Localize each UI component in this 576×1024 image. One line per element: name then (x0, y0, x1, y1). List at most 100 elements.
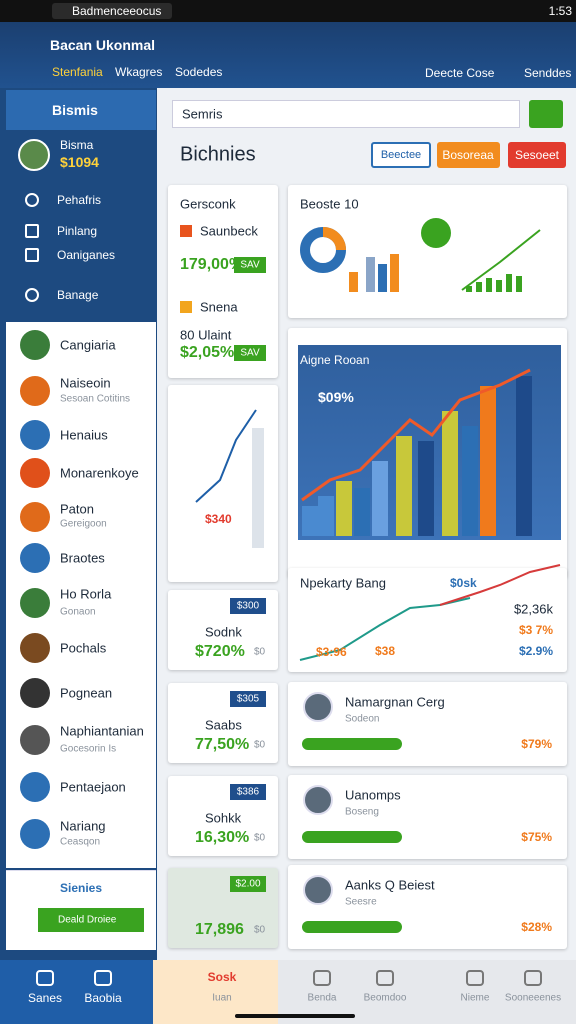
kpi-value: 16,30% (195, 829, 250, 846)
menu-item[interactable]: Pehafris (57, 193, 102, 207)
nav-link[interactable]: Stenfania (52, 65, 103, 79)
button[interactable] (437, 142, 500, 168)
list-icon (20, 772, 50, 802)
button[interactable] (508, 142, 566, 168)
stat-value: $2,05% (180, 344, 235, 361)
stat-value: 179,00% (180, 256, 244, 273)
button-label[interactable]: Sesoeet (514, 148, 560, 162)
progress-bar (302, 831, 402, 843)
list-subtitle: Ceasqon (60, 836, 101, 848)
list-item[interactable]: Henaius (60, 427, 108, 443)
list-icon (20, 678, 50, 708)
bar (302, 506, 318, 536)
menu-item[interactable]: Pinlang (57, 224, 98, 238)
card-title: Aigne Rooan (300, 353, 370, 367)
bottom-nav-item[interactable]: Nieme (460, 992, 490, 1004)
list-subtitle: Gonaon (60, 606, 96, 618)
bottom-nav-highlight (153, 960, 278, 1024)
kpi-label: Saabs (205, 717, 242, 733)
header-action[interactable]: Deecte Cose (425, 66, 495, 80)
list-subtitle: Sesoan Cotitins (60, 393, 131, 405)
card (288, 865, 567, 949)
list-subtitle: Gereigoon (60, 518, 107, 530)
badge-label: $305 (236, 693, 260, 705)
list-item[interactable]: Monarenkoye (60, 465, 139, 481)
footer-button[interactable] (38, 908, 144, 932)
trend-line (439, 564, 561, 606)
search-box[interactable] (172, 100, 520, 128)
person-value: $75% (521, 830, 552, 844)
bottom-nav-item[interactable]: Baobia (84, 991, 122, 1005)
card (288, 682, 567, 766)
user-name: Bisma (60, 138, 94, 152)
menu-item[interactable]: Oaniganes (57, 248, 116, 262)
list-icon (20, 458, 50, 488)
bottom-nav-item[interactable]: Benda (307, 992, 337, 1004)
list-item[interactable]: Paton (60, 501, 94, 517)
bar (466, 286, 472, 292)
badge (234, 345, 266, 361)
list-icon (20, 725, 50, 755)
person-role: Seesre (345, 896, 377, 908)
metric-value: $2.9% (518, 644, 553, 658)
bar (486, 278, 492, 292)
button-label[interactable]: Beectee (380, 149, 422, 161)
browser-tab (52, 3, 172, 19)
bar (354, 488, 370, 536)
person-value: $28% (521, 920, 552, 934)
home-indicator (235, 1014, 355, 1018)
donut-segment (322, 227, 346, 251)
list-item[interactable]: Cangiaria (60, 337, 116, 353)
stat-label: Saunbeck (200, 223, 258, 239)
list-item[interactable]: Nariang (60, 818, 106, 834)
bottom-nav-item[interactable]: Beomdoo (363, 992, 407, 1004)
bottom-nav-item[interactable]: Sooneeenes (504, 992, 562, 1004)
chart-label: $38 (375, 644, 396, 658)
button-label[interactable]: Bosoreaa (442, 148, 494, 162)
bar (516, 276, 522, 292)
bar (476, 282, 482, 292)
list-icon (20, 543, 50, 573)
bar (252, 428, 264, 548)
bar (516, 376, 532, 536)
footer-button-label[interactable]: Deald Droiee (58, 914, 117, 926)
header (0, 22, 576, 88)
list-item[interactable]: Pognean (60, 685, 113, 701)
list-item[interactable]: Naphiantanian (60, 723, 144, 739)
card-title: Npekarty Bang (300, 575, 386, 591)
list-item[interactable]: Pentaejaon (60, 779, 126, 795)
list-item[interactable]: Naiseoin (60, 375, 111, 391)
kpi-unit: $0 (254, 832, 266, 844)
stat-label: Snena (200, 299, 238, 315)
search-placeholder[interactable]: Semris (182, 106, 223, 122)
person-name: Namargnan Cerg (345, 694, 445, 710)
bar (318, 496, 334, 536)
bottom-nav-active (0, 960, 153, 1024)
bottom-nav-item[interactable]: Sanes (27, 991, 63, 1005)
bar (506, 274, 512, 292)
list-item[interactable]: Braotes (60, 550, 105, 566)
chart-value: $340 (205, 512, 232, 526)
list-item[interactable]: Ho Rorla (60, 586, 112, 602)
badge (230, 876, 266, 892)
button[interactable] (371, 142, 431, 168)
list-icon (20, 501, 50, 532)
badge-circle (421, 218, 451, 248)
menu-item[interactable]: Banage (57, 288, 99, 302)
person-role: Boseng (345, 806, 379, 818)
list-item[interactable]: Pochals (60, 640, 107, 656)
nav-link[interactable]: Sodedes (175, 65, 223, 79)
nav-icon (36, 970, 54, 986)
avatar (303, 785, 333, 815)
person-value: $79% (521, 737, 552, 751)
nav-icon (313, 970, 331, 986)
bottom-nav-item[interactable]: Sosk (207, 970, 237, 984)
badge-label: $0sk (450, 576, 477, 590)
nav-icon (94, 970, 112, 986)
nav-link[interactable]: Wkagres (115, 65, 163, 79)
search-button[interactable] (529, 100, 563, 128)
header-action[interactable]: Senddes (524, 66, 572, 80)
